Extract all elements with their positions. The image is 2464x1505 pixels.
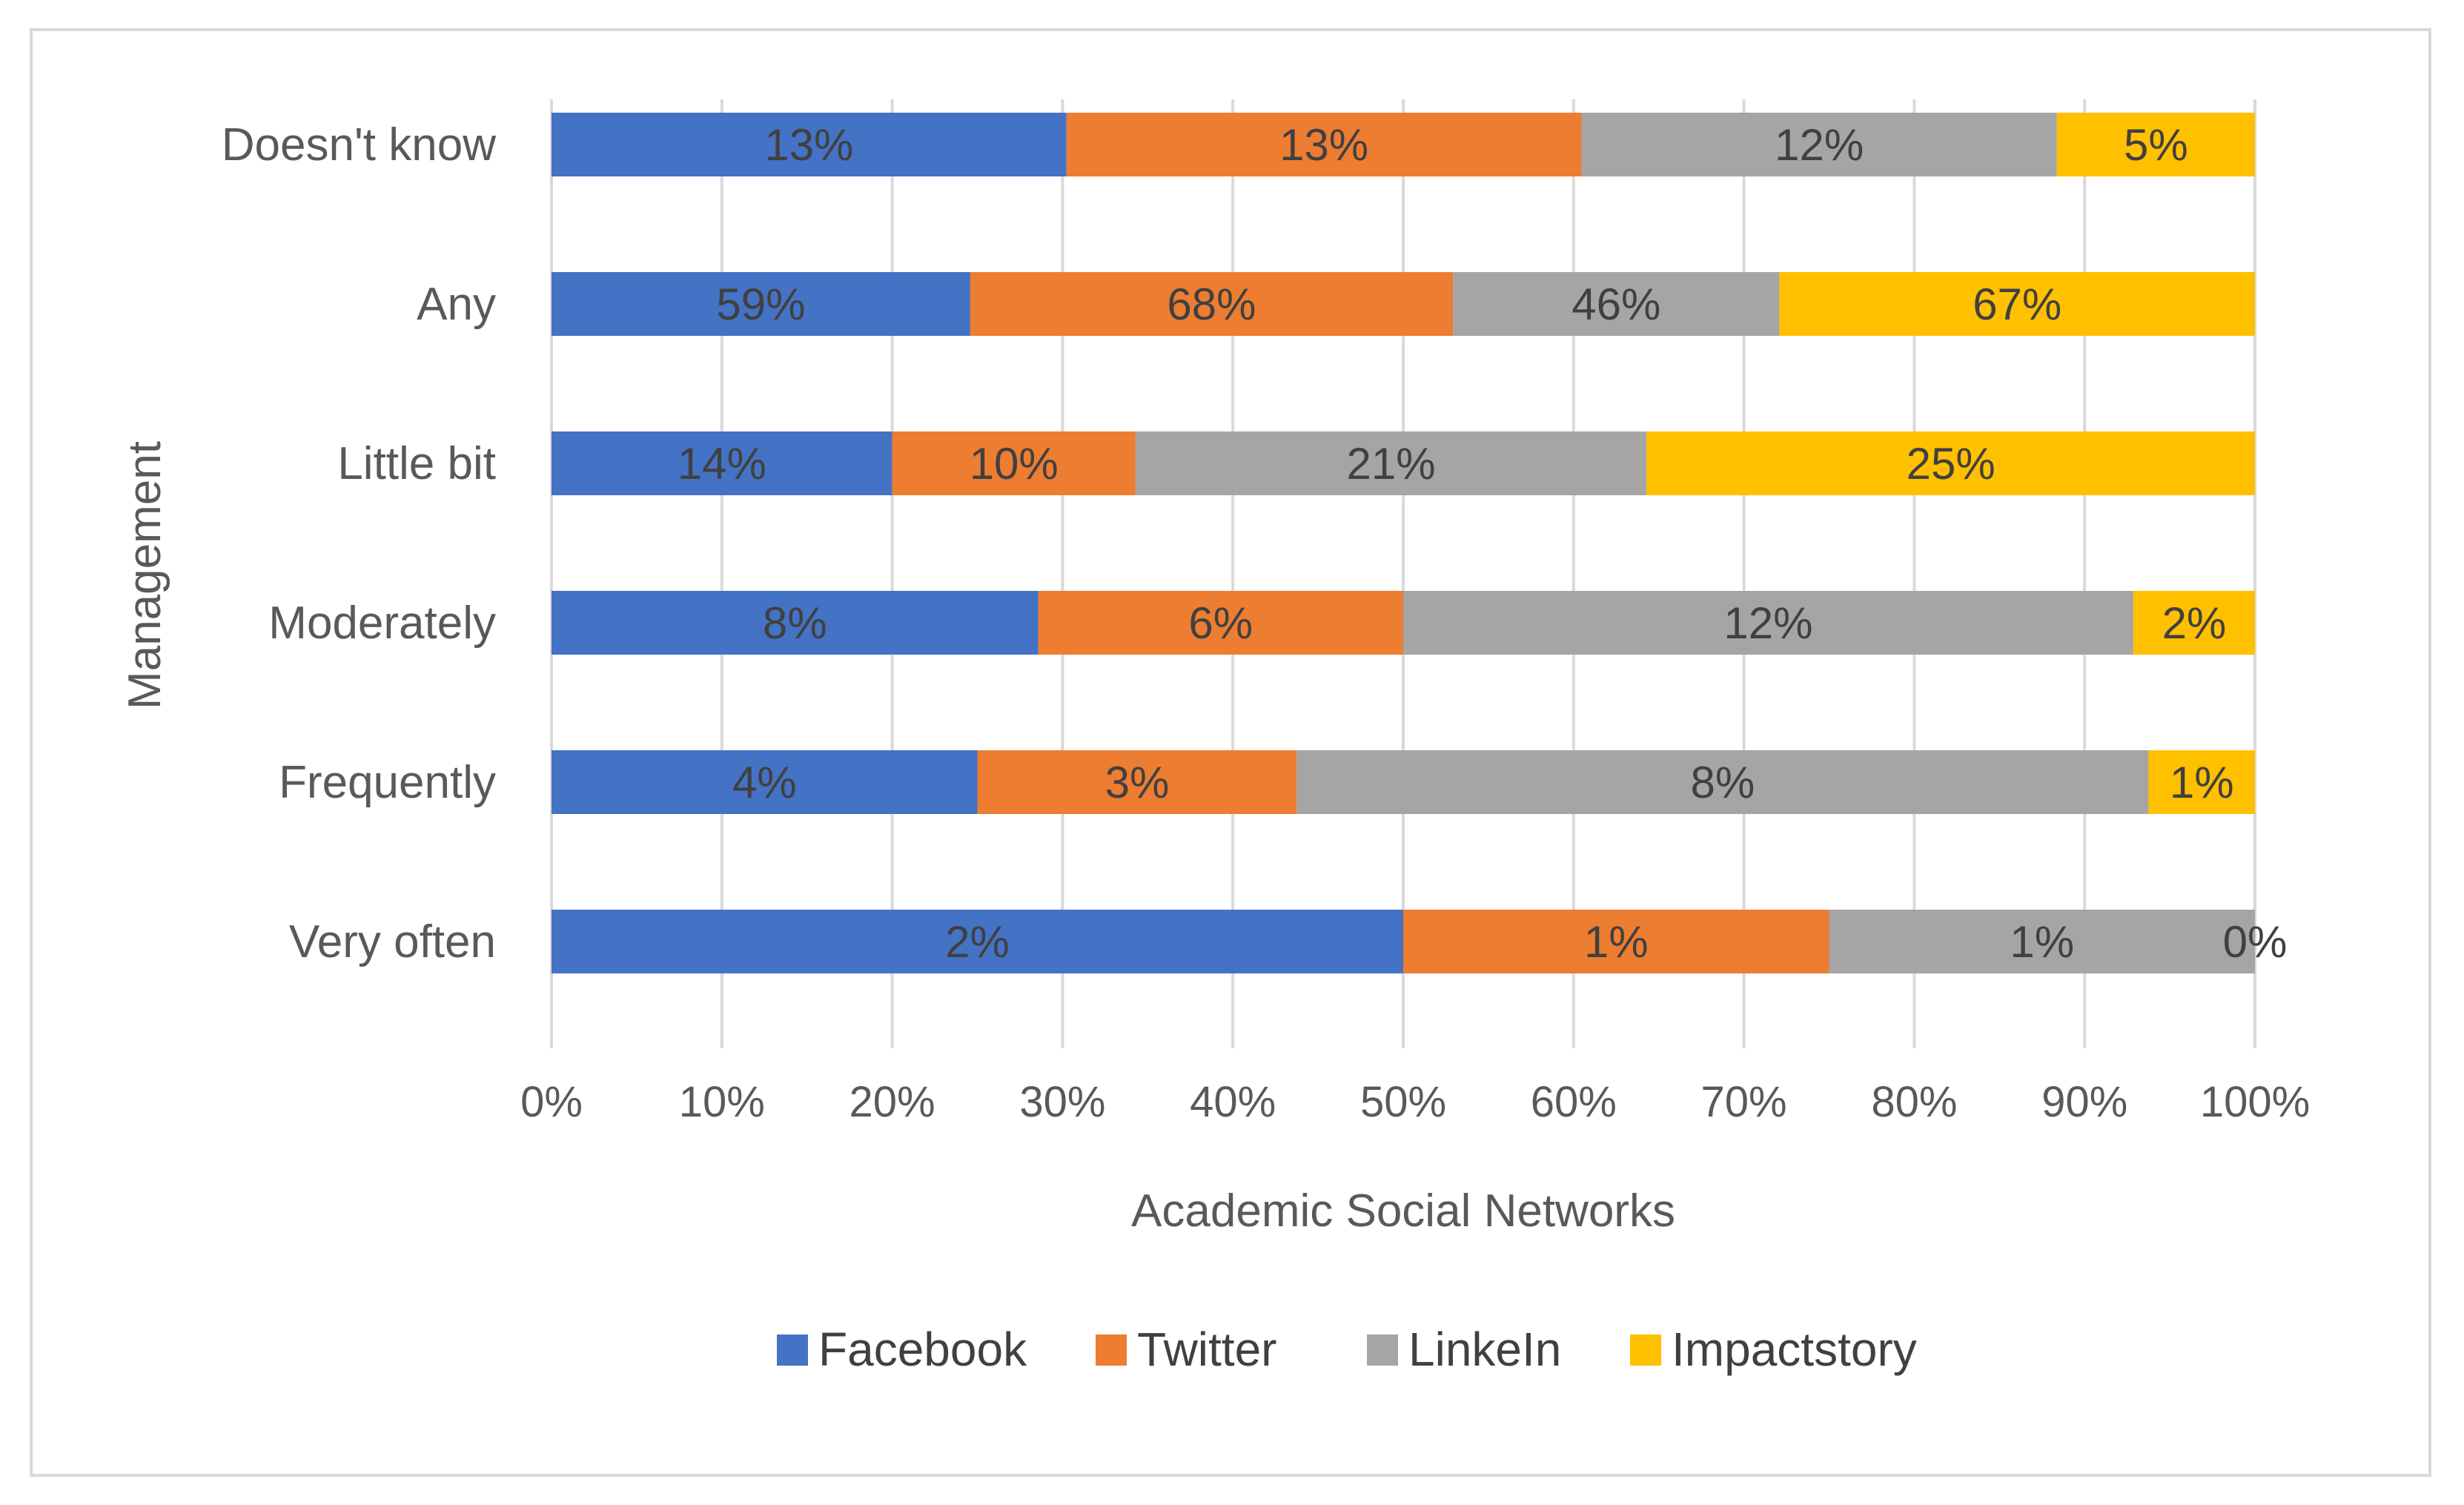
category-label: Moderately	[268, 598, 496, 649]
x-tick-label: 90%	[2041, 1078, 2127, 1126]
data-label: 67%	[1973, 280, 2061, 329]
chart-frame: 13% 13% 12% 5% 59% 68% 46% 67% 14% 10% 21% 25% 8% 6% 1…	[30, 28, 2431, 1477]
value-axis: 0% 10% 20% 30% 40% 50% 60% 70% 80% 90% 100%	[520, 1078, 2310, 1126]
data-label: 12%	[1723, 598, 1812, 648]
data-label: 10%	[970, 439, 1059, 489]
data-label: 13%	[764, 120, 853, 170]
data-label: 13%	[1279, 120, 1368, 170]
legend: Facebook Twitter LinkeIn Impactstory	[777, 1323, 1917, 1376]
legend-label: Twitter	[1137, 1323, 1276, 1376]
data-label: 12%	[1775, 120, 1864, 170]
stacked-bar-chart: 13% 13% 12% 5% 59% 68% 46% 67% 14% 10% 21% 25% 8% 6% 1…	[33, 31, 2434, 1480]
x-tick-label: 60%	[1531, 1078, 1617, 1126]
category-label: Frequently	[279, 757, 496, 808]
legend-label: Facebook	[818, 1323, 1027, 1376]
x-tick-label: 100%	[2200, 1078, 2310, 1126]
x-tick-label: 0%	[520, 1078, 583, 1126]
gridlines	[552, 99, 2255, 1048]
data-label: 0%	[2223, 917, 2288, 967]
data-label: 8%	[763, 598, 827, 648]
legend-swatch-twitter	[1096, 1334, 1127, 1366]
data-label: 8%	[1691, 758, 1755, 807]
data-label: 59%	[716, 280, 805, 329]
x-tick-label: 80%	[1871, 1078, 1957, 1126]
data-label: 1%	[1584, 917, 1649, 967]
data-labels: 13% 13% 12% 5% 59% 68% 46% 67% 14% 10% 21% 25% 8% 6% 1…	[678, 120, 2288, 967]
data-label: 25%	[1907, 439, 1996, 489]
y-axis-title: Management	[119, 441, 170, 710]
data-label: 6%	[1188, 598, 1253, 648]
data-label: 21%	[1347, 439, 1436, 489]
category-label: Any	[417, 279, 496, 330]
x-tick-label: 40%	[1190, 1078, 1276, 1126]
category-label: Little bit	[337, 438, 496, 489]
data-label: 3%	[1105, 758, 1170, 807]
data-label: 46%	[1572, 280, 1660, 329]
data-label: 68%	[1167, 280, 1256, 329]
x-tick-label: 50%	[1360, 1078, 1446, 1126]
x-tick-label: 10%	[679, 1078, 765, 1126]
data-label: 1%	[2170, 758, 2234, 807]
data-label: 2%	[2162, 598, 2227, 648]
data-label: 2%	[945, 917, 1010, 967]
category-axis: Doesn't know Any Little bit Moderately Frequ…	[222, 119, 496, 968]
x-axis-title: Academic Social Networks	[1131, 1185, 1675, 1237]
x-tick-label: 30%	[1019, 1078, 1105, 1126]
legend-swatch-facebook	[777, 1334, 808, 1366]
legend-swatch-linkein	[1367, 1334, 1398, 1366]
x-tick-label: 70%	[1701, 1078, 1787, 1126]
legend-swatch-impactstory	[1630, 1334, 1661, 1366]
category-label: Doesn't know	[222, 119, 496, 171]
data-label: 14%	[678, 439, 766, 489]
data-label: 4%	[732, 758, 797, 807]
data-label: 1%	[2010, 917, 2074, 967]
data-label: 5%	[2124, 120, 2188, 170]
legend-label: LinkeIn	[1408, 1323, 1561, 1376]
category-label: Very often	[289, 916, 496, 968]
legend-label: Impactstory	[1672, 1323, 1917, 1376]
x-tick-label: 20%	[850, 1078, 935, 1126]
